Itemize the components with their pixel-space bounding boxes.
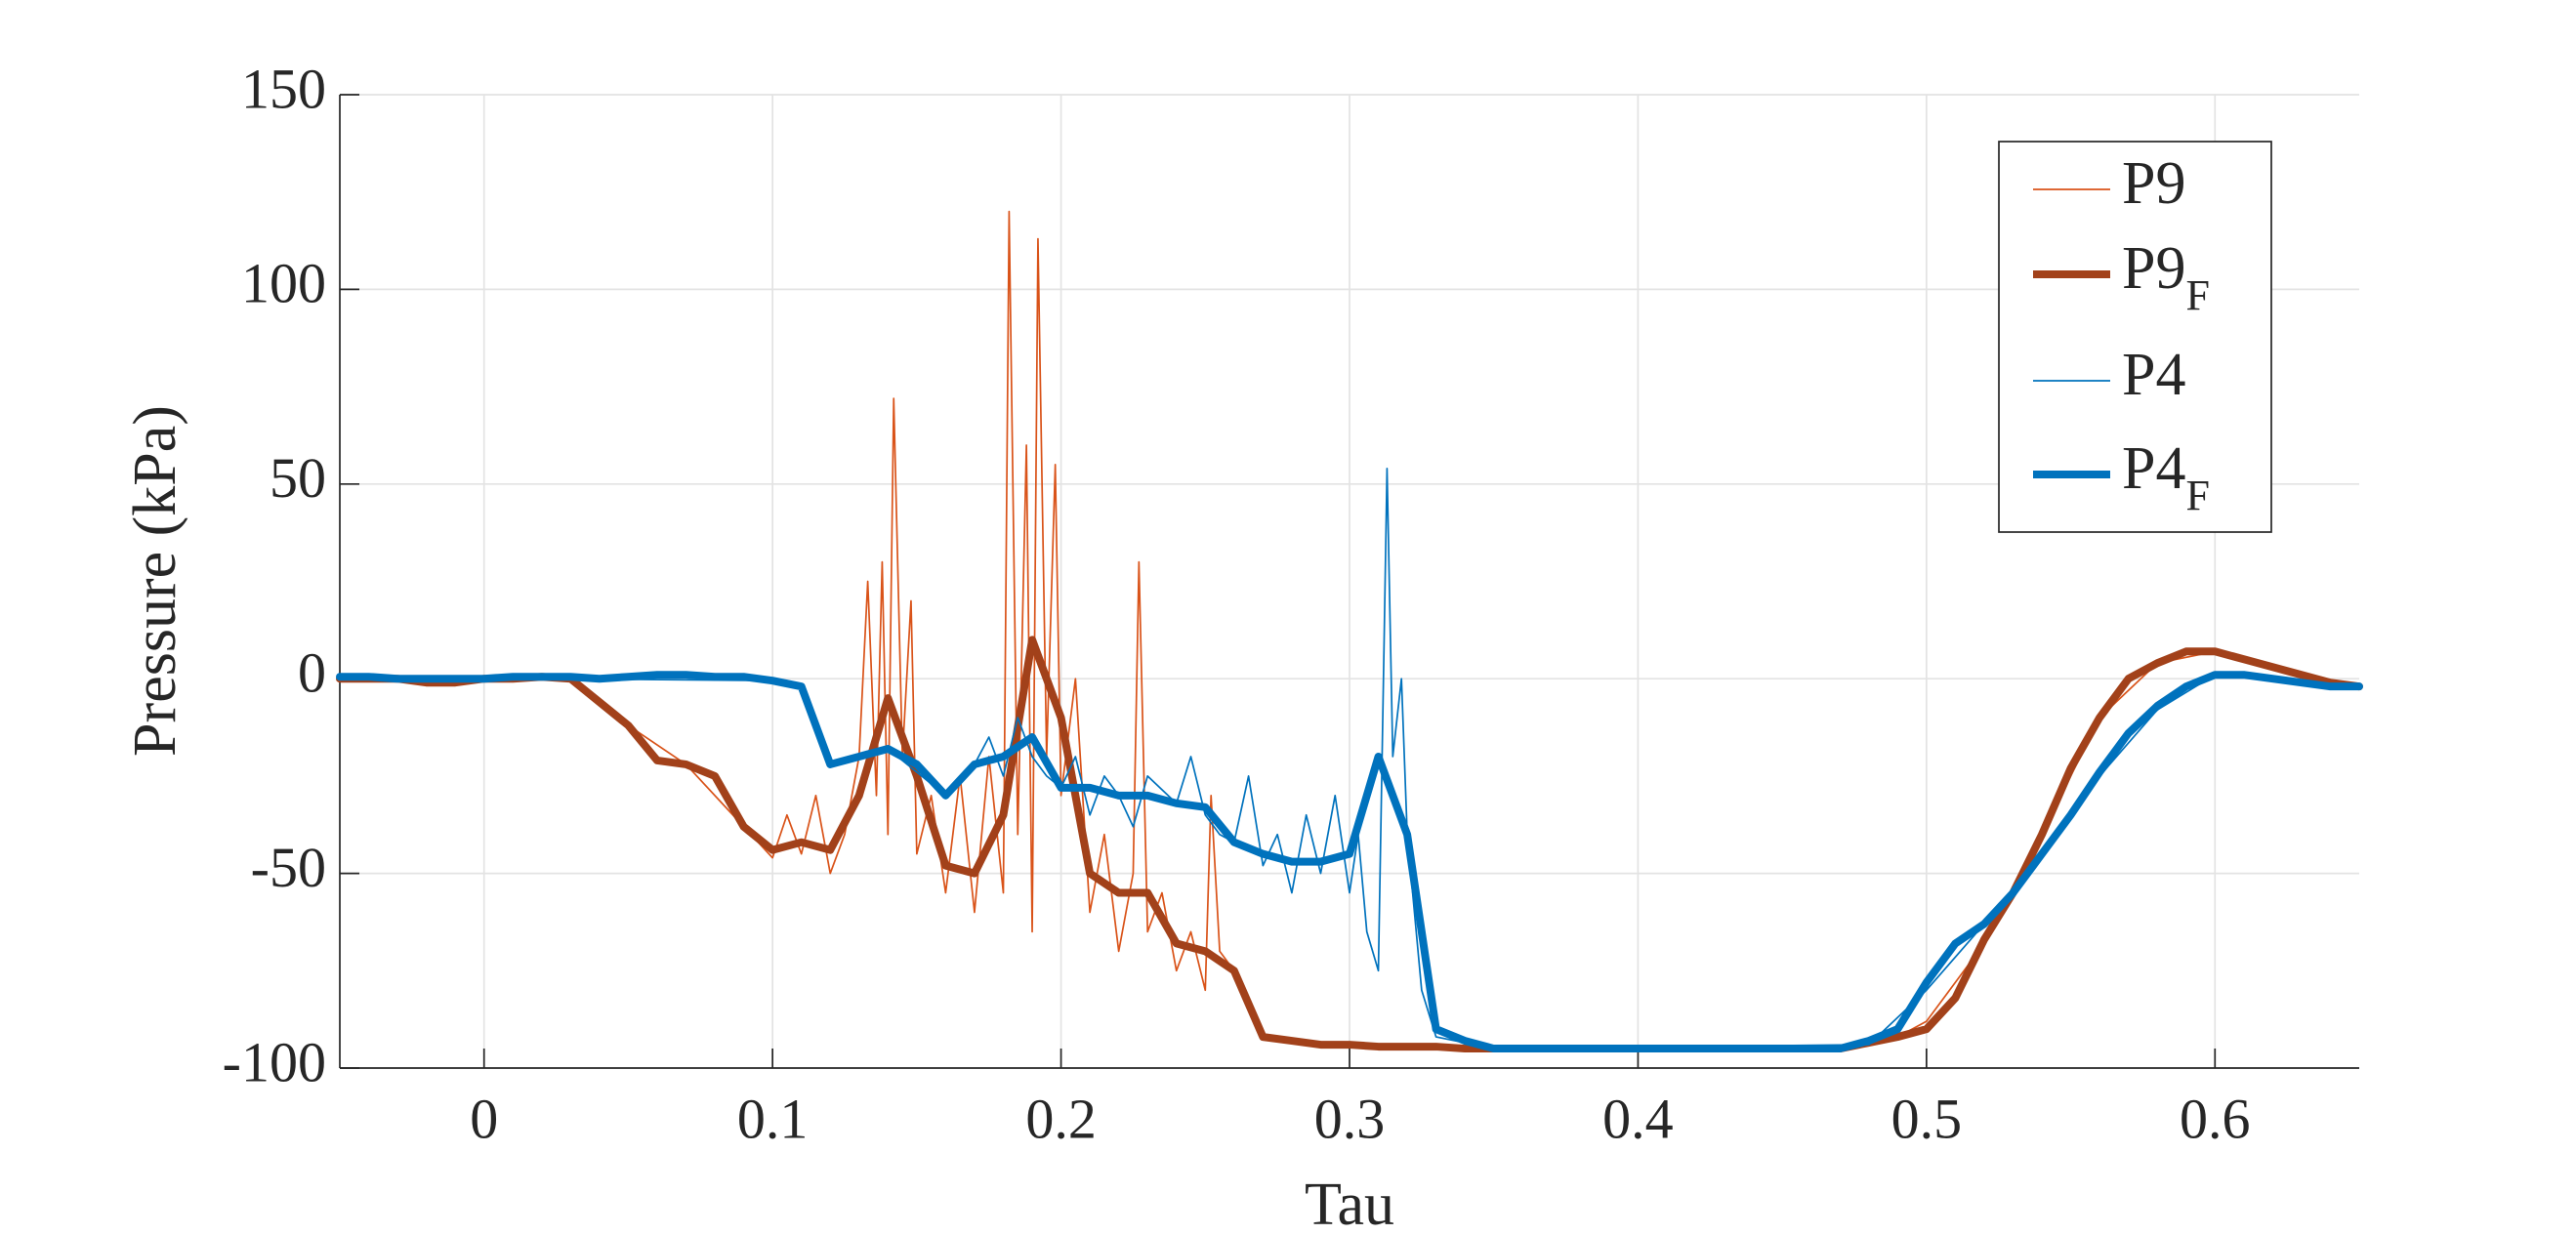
y-tick-label: 100 (241, 252, 326, 315)
x-axis-label: Tau (1305, 1172, 1394, 1235)
x-tick-label: 0.6 (2180, 1087, 2251, 1150)
series-line (336, 671, 2363, 1053)
legend-label: P9F (2122, 235, 2210, 319)
legend-name: P4 (2122, 435, 2185, 502)
y-tick-label: 50 (270, 446, 326, 510)
y-tick-label: 0 (298, 641, 326, 705)
y-axis-label: Pressure (kPa) (122, 405, 188, 757)
x-tick-label: 0 (470, 1087, 498, 1150)
y-tick-label: -50 (251, 836, 326, 899)
legend-label: P4F (2122, 435, 2210, 519)
x-tick-label: 0.1 (737, 1087, 809, 1150)
legend-name: P4 (2122, 342, 2185, 408)
legend-label: P9 (2122, 150, 2185, 217)
legend-name: P9 (2122, 235, 2185, 302)
legend-box (1998, 141, 2272, 533)
legend-name: P9 (2122, 150, 2185, 217)
y-tick-label: -100 (223, 1030, 326, 1093)
x-tick-label: 0.3 (1314, 1087, 1386, 1150)
y-tick-label: 150 (241, 57, 326, 120)
x-tick-label: 0.5 (1891, 1087, 1963, 1150)
legend-subscript: F (2185, 271, 2209, 319)
x-tick-label: 0.4 (1602, 1087, 1674, 1150)
x-tick-label: 0.2 (1025, 1087, 1097, 1150)
legend-subscript: F (2185, 472, 2209, 519)
legend-label: P4 (2122, 342, 2185, 408)
